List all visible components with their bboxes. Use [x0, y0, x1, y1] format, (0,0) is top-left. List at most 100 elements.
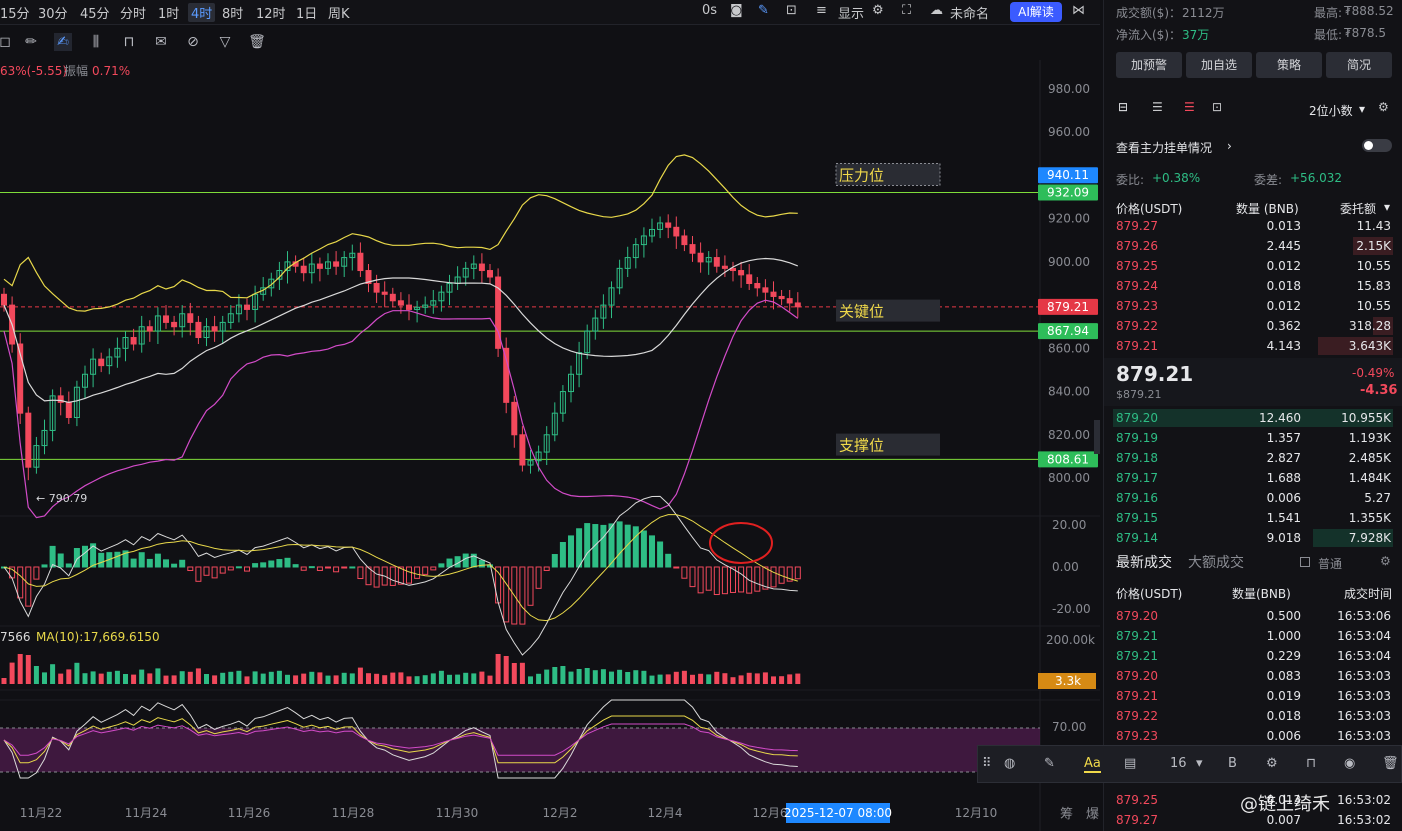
ai-interpret-button[interactable]: AI解读	[1010, 2, 1062, 22]
layout-name[interactable]: 未命名	[950, 7, 990, 22]
bid-row[interactable]: 879.19 1.357 1.193K	[1104, 428, 1402, 448]
layout-bids-icon[interactable]: ☰	[1152, 100, 1163, 114]
layout-asks-icon[interactable]: ☰	[1184, 100, 1195, 114]
macd-bar	[252, 563, 259, 568]
timeframe-1[interactable]: 30分	[38, 7, 68, 22]
chevron-down-icon[interactable]: ▾	[1384, 200, 1391, 214]
timeframe-6[interactable]: 8时	[222, 7, 244, 22]
ask-row[interactable]: 879.27 0.013 11.43	[1104, 216, 1402, 236]
eye-icon[interactable]: ◉	[1344, 756, 1356, 771]
cursor-icon[interactable]: ◻	[0, 34, 11, 50]
alert-button[interactable]: 加预警	[1116, 52, 1182, 78]
trash-icon[interactable]: 🗑	[1382, 756, 1399, 771]
trash-icon[interactable]: 🗑	[248, 34, 266, 50]
bid-row[interactable]: 879.18 2.827 2.485K	[1104, 448, 1402, 468]
chart-canvas[interactable]: 980.00960.00940.00920.00900.00880.00860.…	[0, 60, 1100, 831]
text-color-icon[interactable]: Aa	[1084, 756, 1101, 773]
watchlist-button[interactable]: 加自选	[1186, 52, 1252, 78]
bid-row[interactable]: 879.15 1.541 1.355K	[1104, 508, 1402, 528]
high-value: ₮888.52	[1344, 4, 1394, 18]
pencil-icon[interactable]: ✏	[25, 34, 37, 50]
annotation-label[interactable]: 关键位	[836, 299, 940, 322]
lock-icon[interactable]: ⊓	[123, 34, 135, 50]
volume-bar	[382, 675, 388, 684]
candle	[187, 302, 194, 336]
volume-bar	[471, 673, 477, 684]
annotation-label[interactable]: 压力位	[835, 162, 941, 186]
ask-row[interactable]: 879.22 0.362 318.28	[1104, 316, 1402, 336]
strategy-button[interactable]: 策略	[1256, 52, 1322, 78]
fullscreen-icon[interactable]: ⛶	[902, 3, 912, 18]
timeframe-8[interactable]: 1日	[296, 7, 318, 22]
price-tag: 940.11	[1038, 167, 1098, 184]
measure-icon[interactable]: ⊘	[187, 34, 199, 50]
timeframe-5[interactable]: 4时	[188, 3, 216, 22]
candle	[90, 348, 97, 388]
timeframe-9[interactable]: 周K	[328, 7, 350, 22]
add-icon[interactable]: ⊡	[786, 3, 797, 18]
camera-icon[interactable]: ◙	[730, 3, 743, 18]
display-button[interactable]: 显示	[838, 7, 865, 22]
summary-button[interactable]: 简况	[1326, 52, 1392, 78]
ob-header-amount[interactable]: 委托额	[1340, 202, 1377, 216]
timeframe-7[interactable]: 12时	[256, 7, 286, 22]
panel-toggle-label[interactable]: 爆	[1086, 807, 1099, 822]
bold-button[interactable]: B	[1228, 756, 1237, 771]
main-orders-toggle[interactable]	[1362, 139, 1392, 152]
ask-row[interactable]: 879.23 0.012 10.55	[1104, 296, 1402, 316]
template-icon[interactable]: ◍	[1004, 756, 1016, 771]
highlight-circle[interactable]	[709, 522, 773, 564]
macd-bar	[357, 566, 364, 580]
timeframe-4[interactable]: 1时	[158, 7, 180, 22]
macd-bar	[535, 566, 542, 589]
settings-icon[interactable]: ⚙	[872, 3, 884, 18]
delay-label: 0s	[702, 3, 718, 18]
draw-icon[interactable]: ✎	[758, 3, 769, 18]
note-icon[interactable]: ✉	[155, 34, 167, 50]
edit-icon[interactable]: ✎	[1044, 756, 1055, 771]
ask-row[interactable]: 879.24 0.018 15.83	[1104, 276, 1402, 296]
filter-icon[interactable]: ▽	[219, 34, 231, 50]
panel-toggle-label[interactable]: 筹	[1060, 806, 1073, 822]
macd-bar	[373, 566, 380, 588]
trade-header-qty[interactable]: 数量(BNB)	[1232, 587, 1291, 601]
bid-row[interactable]: 879.14 9.018 7.928K	[1104, 528, 1402, 548]
indicator-icon[interactable]: ≡	[816, 3, 827, 18]
font-size-select[interactable]: 16	[1170, 756, 1187, 771]
drag-handle-icon[interactable]: ⠿	[982, 756, 992, 771]
timeframe-3[interactable]: 分时	[120, 7, 147, 22]
timeframe-0[interactable]: 15分	[0, 7, 30, 22]
macd-bar	[608, 523, 615, 568]
layout-trades-icon[interactable]: ⊡	[1212, 100, 1223, 114]
background-icon[interactable]: ▤	[1124, 756, 1137, 771]
brush-icon[interactable]: ✍	[54, 33, 72, 51]
macd-bar	[187, 566, 194, 572]
macd-bar	[616, 521, 623, 568]
main-orders-link[interactable]: 查看主力挂单情况	[1116, 141, 1213, 155]
settings-icon[interactable]: ⚙	[1380, 554, 1391, 568]
decimal-select[interactable]: 2位小数	[1309, 104, 1353, 118]
bid-row[interactable]: 879.16 0.006 5.27	[1104, 488, 1402, 508]
chevron-down-icon[interactable]: ▾	[1196, 756, 1203, 771]
ask-row[interactable]: 879.25 0.012 10.55	[1104, 256, 1402, 276]
tab-latest-trades[interactable]: 最新成交	[1116, 555, 1172, 571]
chevron-down-icon[interactable]: ▾	[1359, 102, 1366, 116]
macd-bar	[462, 553, 469, 568]
layout-both-icon[interactable]: ⊟	[1118, 100, 1129, 114]
bid-row[interactable]: 879.20 12.460 10.955K	[1104, 408, 1402, 428]
annotation-label[interactable]: 支撑位	[836, 433, 940, 456]
ask-row[interactable]: 879.26 2.445 2.15K	[1104, 236, 1402, 256]
lock-icon[interactable]: ⊓	[1306, 756, 1317, 771]
normal-checkbox[interactable]	[1300, 557, 1310, 567]
bid-row[interactable]: 879.17 1.688 1.484K	[1104, 468, 1402, 488]
ask-row[interactable]: 879.21 4.143 3.643K	[1104, 336, 1402, 356]
candle	[154, 307, 161, 345]
volume-bar	[357, 667, 363, 684]
settings-icon[interactable]: ⚙	[1266, 756, 1278, 771]
candle-icon[interactable]: ⫼	[92, 34, 100, 50]
settings-icon[interactable]: ⚙	[1378, 100, 1389, 114]
timeframe-2[interactable]: 45分	[80, 7, 110, 22]
tab-large-trades[interactable]: 大额成交	[1188, 555, 1244, 571]
chevron-right-icon[interactable]: ›	[1227, 139, 1232, 153]
share-icon[interactable]: ⋈	[1072, 3, 1085, 18]
